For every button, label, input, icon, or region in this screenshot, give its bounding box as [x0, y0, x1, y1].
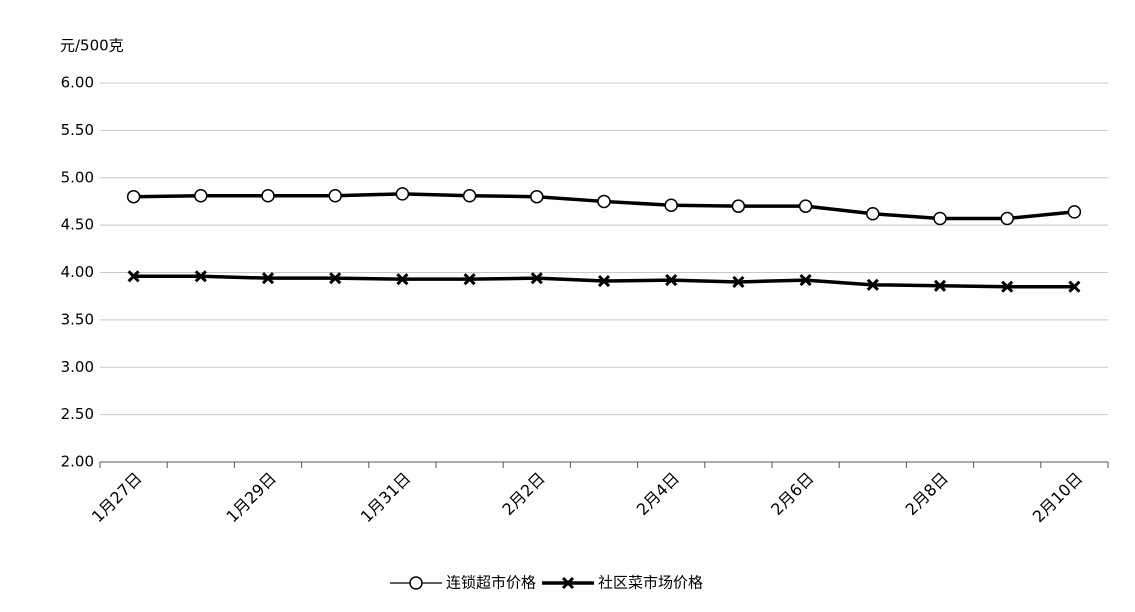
point	[328, 189, 342, 203]
y-tick-label: 6.00	[61, 74, 94, 92]
point	[1068, 280, 1081, 293]
point	[463, 273, 476, 286]
y-tick-label: 3.00	[61, 358, 94, 376]
point	[409, 576, 423, 590]
y-tick-label: 4.00	[61, 263, 94, 281]
point	[127, 270, 140, 283]
y-tick-label: 4.50	[61, 216, 94, 234]
point	[798, 199, 813, 213]
point	[1000, 211, 1014, 226]
point	[194, 270, 207, 283]
point	[866, 207, 880, 221]
point	[799, 274, 812, 287]
y-tick-label: 5.50	[61, 121, 94, 139]
point	[664, 198, 678, 212]
point	[1001, 280, 1014, 293]
point	[933, 211, 947, 226]
x-tick-label: 2月8日	[902, 469, 952, 519]
legend-label: 社区菜市场价格	[598, 574, 703, 592]
y-tick-label: 5.00	[61, 168, 94, 186]
y-tick-label: 2.50	[61, 405, 94, 423]
point	[933, 279, 947, 292]
point	[530, 189, 544, 204]
point	[597, 274, 611, 288]
y-tick-label: 2.00	[61, 453, 94, 471]
x-tick-label: 2月6日	[767, 469, 817, 519]
point	[261, 189, 275, 203]
point	[329, 272, 342, 285]
point	[530, 272, 543, 285]
x-tick-label: 1月27日	[88, 469, 146, 527]
point	[261, 272, 275, 285]
y-axis-unit: 元/500克	[60, 37, 124, 55]
point	[731, 199, 746, 213]
x-tick-label: 1月31日	[357, 469, 415, 527]
point	[732, 275, 745, 289]
point	[597, 194, 611, 209]
point	[866, 278, 879, 291]
point	[126, 189, 141, 204]
point	[194, 189, 208, 203]
x-tick-label: 2月10日	[1029, 469, 1087, 527]
x-tick-label: 2月2日	[498, 469, 548, 519]
x-tick-label: 2月4日	[633, 469, 683, 519]
x-tick-label: 1月29日	[222, 469, 280, 527]
point	[395, 187, 410, 201]
point	[462, 189, 477, 203]
legend-label: 连锁超市价格	[446, 574, 536, 592]
point	[561, 576, 575, 590]
point	[396, 273, 409, 286]
point	[665, 274, 678, 287]
point	[1067, 205, 1082, 219]
y-tick-label: 3.50	[61, 310, 94, 328]
